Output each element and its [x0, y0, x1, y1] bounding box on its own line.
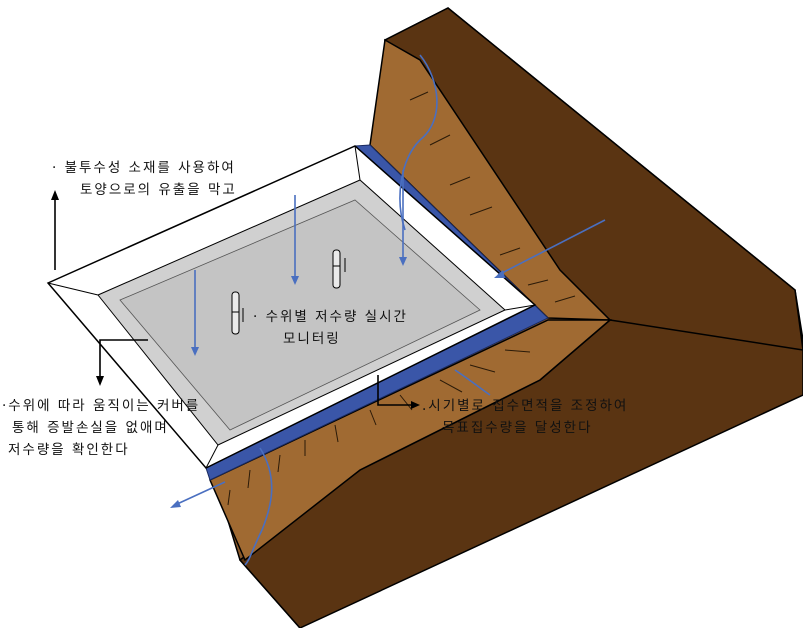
annotation-cover-line3: 저수량을 확인한다: [8, 442, 130, 458]
leader-arrows: [51, 190, 420, 409]
annotation-catchment-line2: 목표집수량을 달성한다: [442, 420, 593, 436]
water-level-gauge-2: [231, 291, 244, 335]
annotation-realtime-monitoring: · 수위별 저수량 실시간 모니터링: [253, 306, 408, 350]
annotation-cover-line2: 통해 증발손실을 없애며: [12, 420, 169, 436]
embankment-lower: [209, 319, 613, 562]
annotation-catchment-line1: .시기별로 집수면적을 조정하여: [422, 398, 629, 414]
soil-hatch-marks: [227, 91, 576, 506]
annotation-cover-line1: ·수위에 따라 움직이는 커버를: [2, 398, 201, 414]
frame-bevel-lines: [47, 145, 536, 469]
annotation-catchment-area: .시기별로 집수면적을 조정하여 목표집수량을 달성한다: [422, 395, 628, 439]
water-level-gauge-1: [332, 249, 346, 289]
annotation-monitoring-line1: · 수위별 저수량 실시간: [253, 309, 408, 325]
annotation-impermeable-material: · 불투수성 소재를 사용하여 토양으로의 유출을 막고: [52, 157, 237, 201]
annotation-material-line2: 토양으로의 유출을 막고: [80, 182, 237, 198]
annotation-material-line1: · 불투수성 소재를 사용하여: [52, 160, 236, 176]
annotation-monitoring-line2: 모니터링: [283, 331, 341, 347]
water-inner: [119, 199, 481, 431]
annotation-floating-cover: ·수위에 따라 움직이는 커버를 통해 증발손실을 없애며 저수량을 확인한다: [2, 395, 200, 461]
flow-arrows: [170, 54, 606, 566]
